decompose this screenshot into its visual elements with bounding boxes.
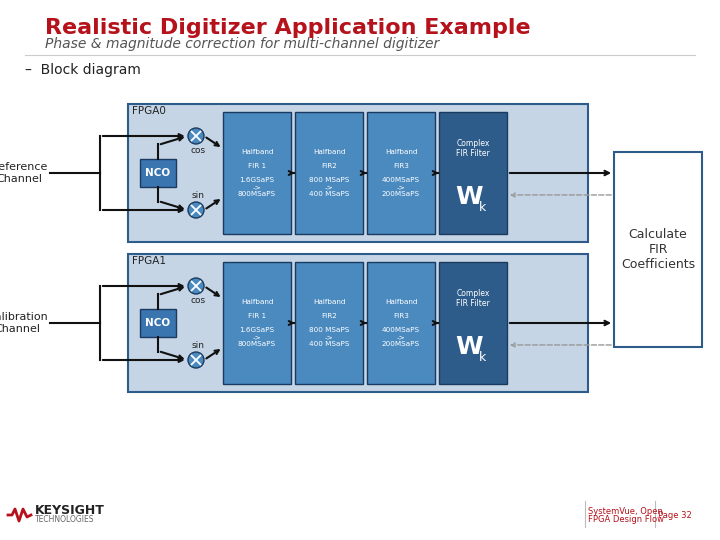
Text: NCO: NCO [145, 318, 171, 328]
FancyBboxPatch shape [295, 112, 363, 234]
Text: FPGA Design Flow: FPGA Design Flow [588, 516, 664, 524]
Text: Halfband

FIR 1

1.6GSaPS
->
800MSaPS: Halfband FIR 1 1.6GSaPS -> 800MSaPS [238, 149, 276, 197]
Text: Page 32: Page 32 [658, 510, 692, 519]
Text: Reference
Channel: Reference Channel [0, 162, 48, 184]
FancyBboxPatch shape [128, 104, 588, 242]
FancyBboxPatch shape [128, 254, 588, 392]
Text: Halfband

FIR2

800 MSaPS
->
400 MSaPS: Halfband FIR2 800 MSaPS -> 400 MSaPS [309, 299, 349, 347]
Circle shape [188, 202, 204, 218]
Circle shape [188, 352, 204, 368]
FancyBboxPatch shape [367, 112, 435, 234]
Text: Realistic Digitizer Application Example: Realistic Digitizer Application Example [45, 18, 531, 38]
Text: FPGA0: FPGA0 [132, 106, 166, 116]
Text: Phase & magnitude correction for multi-channel digitizer: Phase & magnitude correction for multi-c… [45, 37, 439, 51]
Text: k: k [480, 350, 487, 363]
FancyBboxPatch shape [223, 112, 291, 234]
Text: TECHNOLOGIES: TECHNOLOGIES [35, 516, 94, 524]
FancyBboxPatch shape [295, 262, 363, 384]
Text: cos: cos [190, 296, 206, 305]
Text: Complex
FIR Filter: Complex FIR Filter [456, 139, 490, 158]
Text: NCO: NCO [145, 168, 171, 178]
Text: Halfband

FIR3

400MSaPS
->
200MSaPS: Halfband FIR3 400MSaPS -> 200MSaPS [382, 299, 420, 347]
Text: FPGA1: FPGA1 [132, 256, 166, 266]
Text: SystemVue, Open: SystemVue, Open [588, 507, 663, 516]
Circle shape [188, 128, 204, 144]
Text: sin: sin [192, 191, 204, 200]
Text: cos: cos [190, 146, 206, 155]
Text: Halfband

FIR 1

1.6GSaPS
->
800MSaPS: Halfband FIR 1 1.6GSaPS -> 800MSaPS [238, 299, 276, 347]
Text: Calibration
Channel: Calibration Channel [0, 312, 48, 334]
Text: Calculate
FIR
Coefficients: Calculate FIR Coefficients [621, 228, 695, 271]
Text: W: W [455, 335, 483, 360]
Text: Halfband

FIR2

800 MSaPS
->
400 MSaPS: Halfband FIR2 800 MSaPS -> 400 MSaPS [309, 149, 349, 197]
Circle shape [188, 278, 204, 294]
FancyBboxPatch shape [140, 309, 176, 337]
FancyBboxPatch shape [367, 262, 435, 384]
Text: sin: sin [192, 341, 204, 350]
Text: k: k [480, 201, 487, 214]
Text: Halfband

FIR3

400MSaPS
->
200MSaPS: Halfband FIR3 400MSaPS -> 200MSaPS [382, 149, 420, 197]
FancyBboxPatch shape [439, 262, 507, 384]
Text: Complex
FIR Filter: Complex FIR Filter [456, 289, 490, 308]
FancyBboxPatch shape [223, 262, 291, 384]
FancyBboxPatch shape [614, 152, 702, 347]
FancyBboxPatch shape [140, 159, 176, 187]
Text: KEYSIGHT: KEYSIGHT [35, 503, 105, 516]
Text: –  Block diagram: – Block diagram [25, 63, 141, 77]
Text: W: W [455, 185, 483, 210]
FancyBboxPatch shape [439, 112, 507, 234]
